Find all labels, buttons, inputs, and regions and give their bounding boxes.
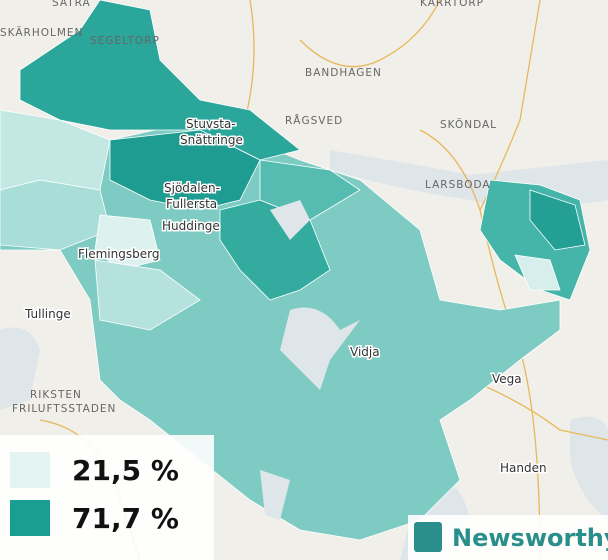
place-label: Vega	[492, 372, 522, 386]
legend-swatch	[10, 452, 50, 488]
area-label: LARSBODA	[425, 179, 491, 191]
place-label: Huddinge	[162, 219, 220, 233]
place-label: Fullersta	[166, 197, 217, 211]
area-label: FRILUFTSSTADEN	[12, 403, 116, 415]
place-label: Flemingsberg	[78, 247, 159, 261]
regions	[0, 0, 591, 541]
water-in-area	[260, 200, 360, 520]
legend: 21,5 % 71,7 %	[0, 435, 214, 560]
area-label: RIKSTEN	[30, 389, 82, 401]
place-label: Tullinge	[24, 307, 71, 321]
place-label: Vidja	[350, 345, 380, 359]
logo-text: Newsworthy	[452, 524, 608, 552]
area-label: SKÖNDAL	[440, 118, 497, 131]
logo-icon	[414, 522, 442, 552]
legend-swatch	[10, 500, 50, 536]
area-label: SÄTRA	[52, 0, 91, 9]
place-label: Sjödalen-	[164, 181, 220, 195]
area-label: SEGELTORP	[90, 35, 160, 47]
logo: Newsworthy	[408, 515, 608, 560]
place-label: Stuvsta-	[186, 117, 236, 131]
area-label: RÅGSVED	[285, 114, 343, 127]
area-label: KARRTORP	[420, 0, 484, 9]
labels: SÄTRA SKÄRHOLMEN SEGELTORP BANDHAGEN RÅG…	[0, 0, 548, 477]
place-label: Snättringe	[180, 133, 243, 147]
area-label: BANDHAGEN	[305, 67, 382, 79]
legend-label: 71,7 %	[72, 502, 179, 535]
legend-label: 21,5 %	[72, 454, 179, 487]
area-label: SKÄRHOLMEN	[0, 26, 83, 39]
place-label: Handen	[500, 461, 547, 475]
